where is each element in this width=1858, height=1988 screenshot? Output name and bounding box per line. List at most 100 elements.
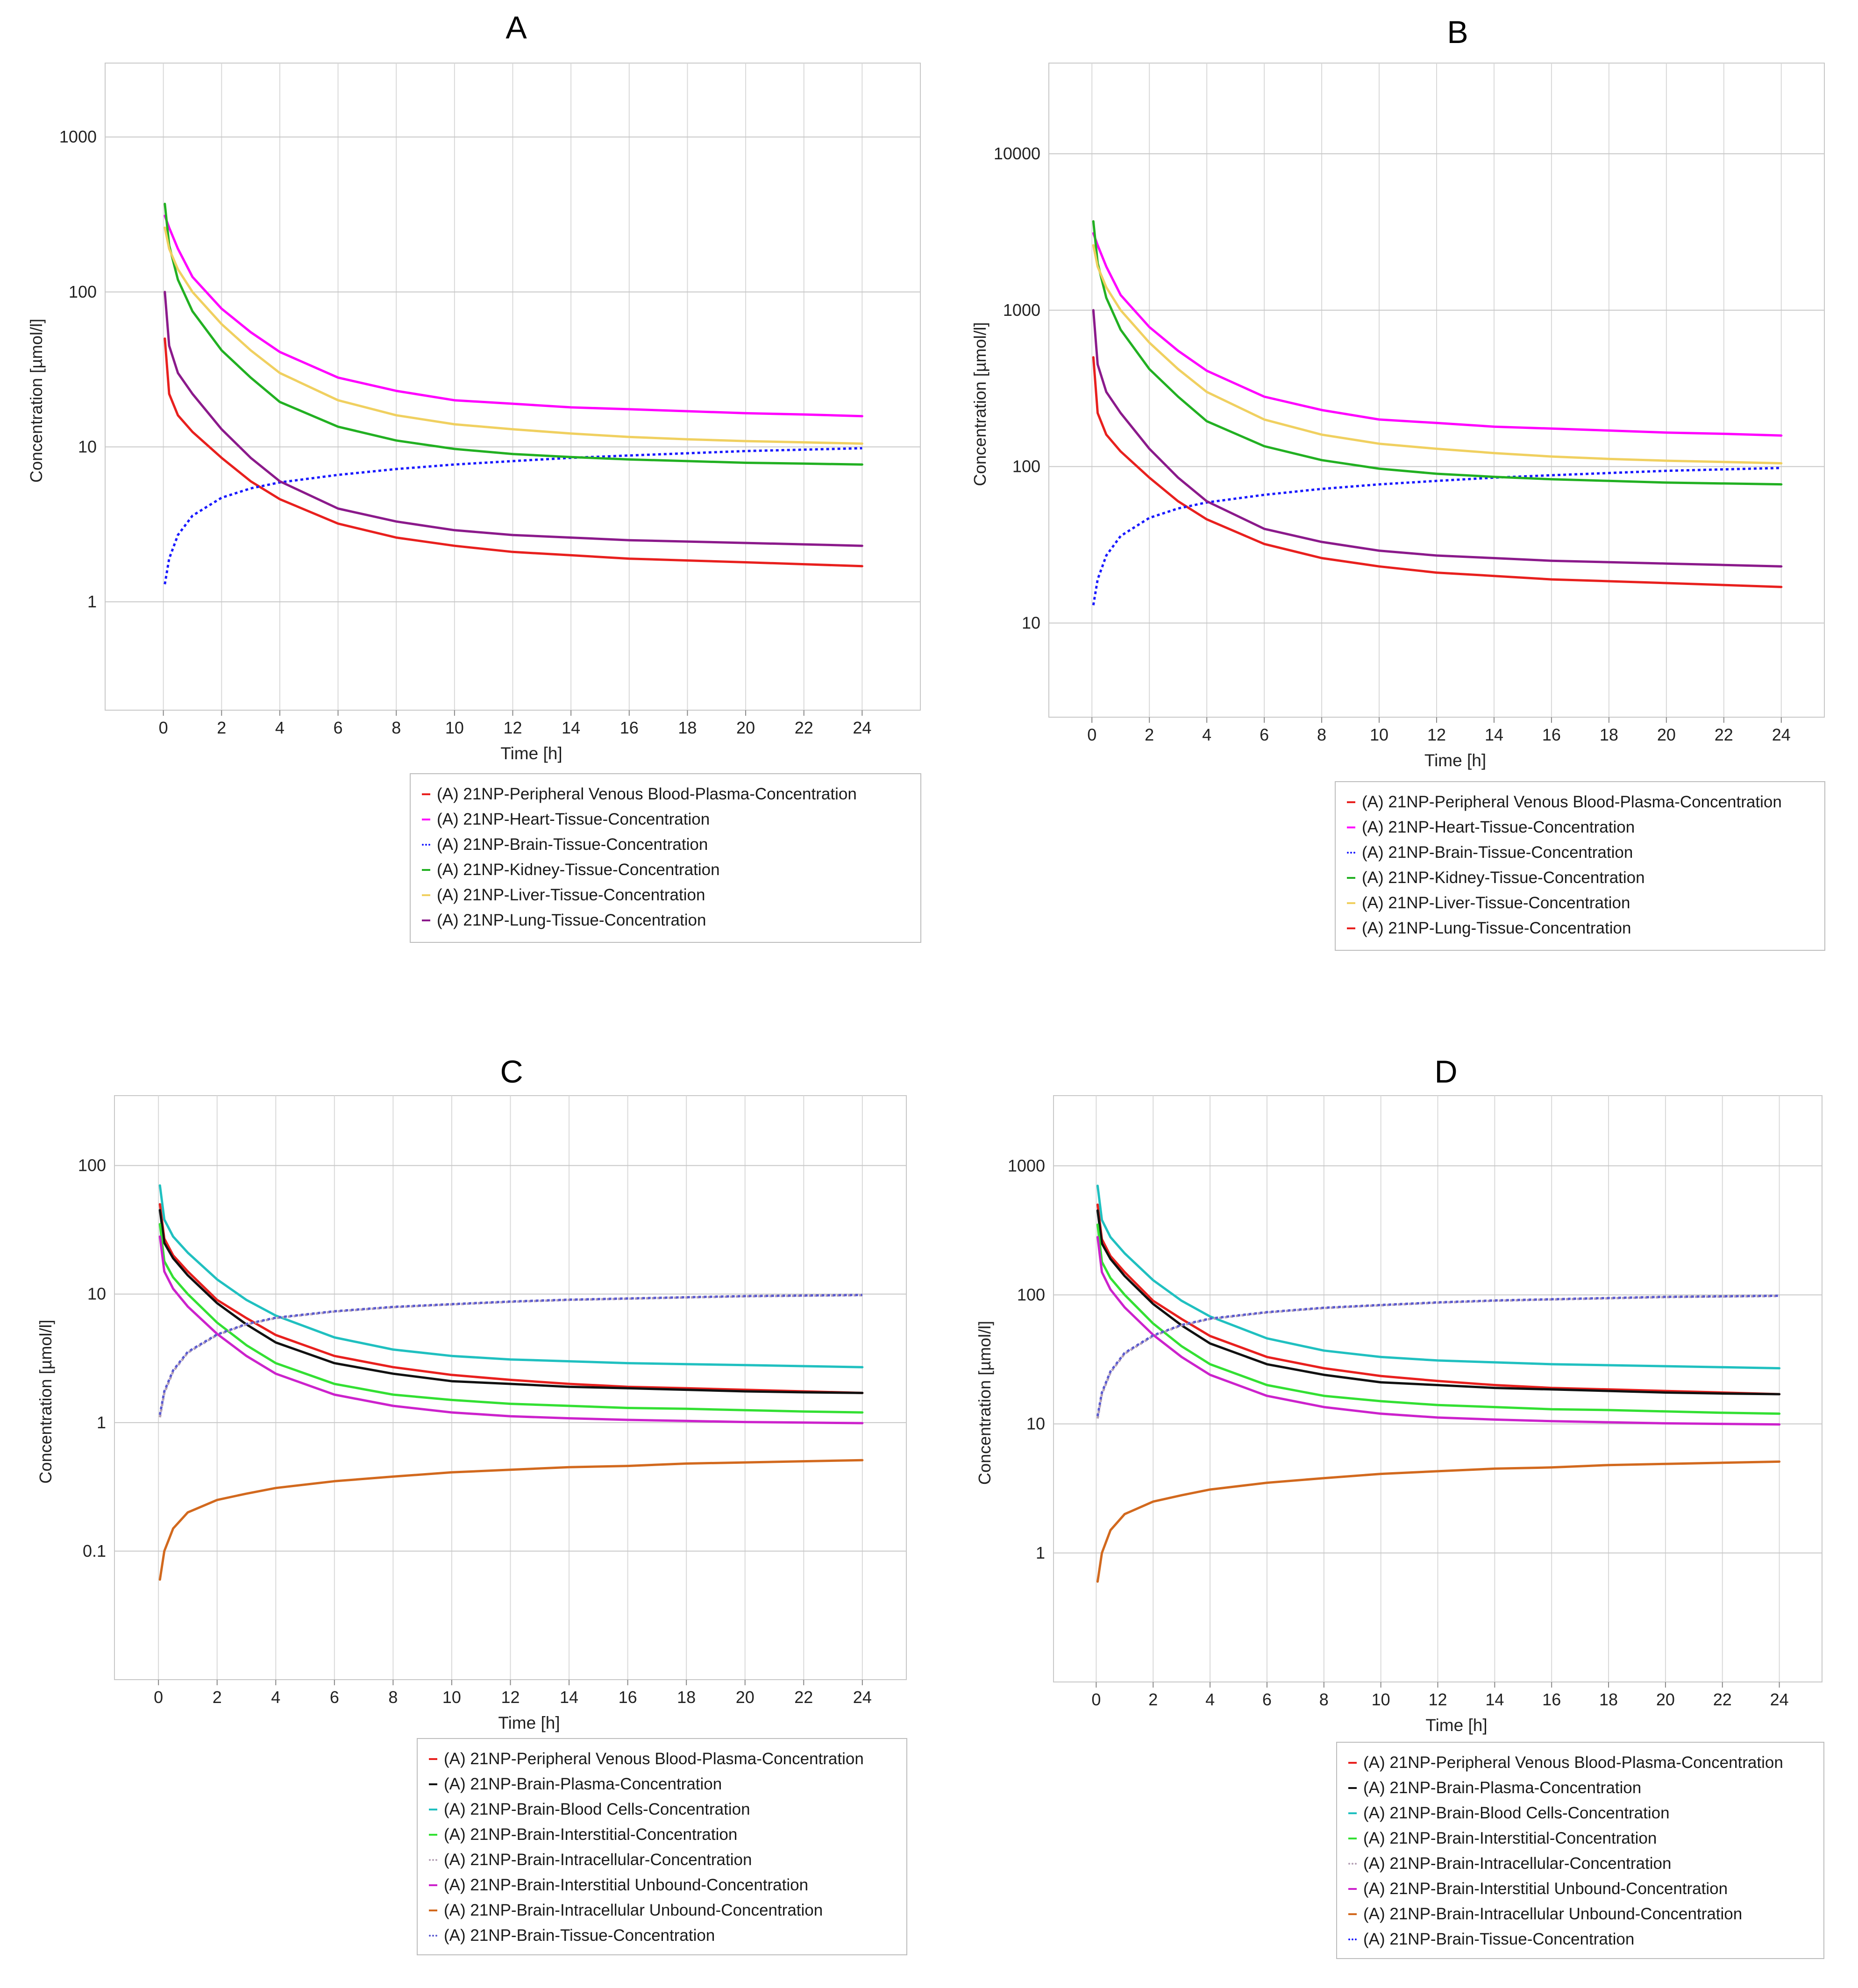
x-tick-label: 10 bbox=[445, 718, 464, 737]
legend-swatch bbox=[1348, 1863, 1357, 1865]
x-tick-label: 24 bbox=[1772, 725, 1791, 744]
y-tick-label: 0.1 bbox=[83, 1541, 106, 1560]
x-tick-label: 8 bbox=[388, 1688, 398, 1707]
legend-label: (A) 21NP-Liver-Tissue-Concentration bbox=[437, 886, 705, 904]
series-line-3 bbox=[158, 1184, 864, 1368]
x-tick-label: 20 bbox=[736, 1688, 755, 1707]
series-line-8 bbox=[158, 1294, 862, 1415]
legend-swatch bbox=[1348, 1812, 1357, 1814]
legend-item: (A) 21NP-Peripheral Venous Blood-Plasma-… bbox=[1347, 790, 1813, 815]
series-line-2 bbox=[1092, 232, 1783, 437]
legend-label: (A) 21NP-Brain-Intracellular Unbound-Con… bbox=[444, 1901, 823, 1919]
legend-label: (A) 21NP-Brain-Plasma-Concentration bbox=[444, 1775, 722, 1793]
x-tick-label: 24 bbox=[1770, 1690, 1789, 1709]
panel-label-d: D bbox=[1434, 1054, 1458, 1090]
series-line-4 bbox=[1092, 220, 1783, 486]
legend-item: (A) 21NP-Peripheral Venous Blood-Plasma-… bbox=[429, 1746, 895, 1772]
legend-label: (A) 21NP-Brain-Intracellular Unbound-Con… bbox=[1363, 1905, 1743, 1923]
legend-item: (A) 21NP-Brain-Interstitial-Concentratio… bbox=[429, 1822, 895, 1847]
legend-label: (A) 21NP-Peripheral Venous Blood-Plasma-… bbox=[1362, 793, 1782, 811]
y-tick-label: 1000 bbox=[59, 127, 97, 146]
y-axis-label: Concentration [µmol/l] bbox=[27, 319, 46, 483]
legend-label: (A) 21NP-Liver-Tissue-Concentration bbox=[1362, 894, 1630, 912]
legend-item: (A) 21NP-Brain-Tissue-Concentration bbox=[429, 1923, 895, 1948]
x-tick-label: 0 bbox=[159, 718, 168, 737]
legend-swatch bbox=[429, 1758, 437, 1760]
series-line-1 bbox=[1096, 1203, 1781, 1396]
x-tick-label: 0 bbox=[1087, 725, 1096, 744]
x-tick-label: 10 bbox=[1370, 725, 1388, 744]
legend-label: (A) 21NP-Peripheral Venous Blood-Plasma-… bbox=[1363, 1753, 1783, 1772]
x-tick-label: 6 bbox=[1262, 1690, 1272, 1709]
legend-item: (A) 21NP-Liver-Tissue-Concentration bbox=[422, 883, 909, 908]
legend-c: (A) 21NP-Peripheral Venous Blood-Plasma-… bbox=[417, 1738, 907, 1955]
series-line-1 bbox=[1092, 356, 1783, 588]
legend-swatch bbox=[1348, 1938, 1357, 1940]
legend-label: (A) 21NP-Kidney-Tissue-Concentration bbox=[1362, 869, 1645, 887]
y-tick-label: 1 bbox=[87, 592, 97, 611]
legend-item: (A) 21NP-Brain-Plasma-Concentration bbox=[429, 1772, 895, 1797]
legend-b: (A) 21NP-Peripheral Venous Blood-Plasma-… bbox=[1335, 781, 1825, 951]
x-tick-label: 4 bbox=[275, 718, 285, 737]
x-tick-label: 6 bbox=[1260, 725, 1269, 744]
legend-label: (A) 21NP-Kidney-Tissue-Concentration bbox=[437, 861, 720, 879]
series-line-5 bbox=[1096, 1295, 1780, 1419]
panel-label-c: C bbox=[500, 1054, 523, 1090]
y-axis-label: Concentration [µmol/l] bbox=[975, 1321, 994, 1485]
x-tick-label: 22 bbox=[1713, 1690, 1732, 1709]
series-line-3 bbox=[1096, 1184, 1781, 1369]
x-tick-label: 0 bbox=[154, 1688, 163, 1707]
legend-item: (A) 21NP-Brain-Blood Cells-Concentration bbox=[1348, 1801, 1812, 1826]
legend-label: (A) 21NP-Peripheral Venous Blood-Plasma-… bbox=[437, 785, 857, 803]
legend-label: (A) 21NP-Brain-Tissue-Concentration bbox=[1363, 1930, 1635, 1948]
x-tick-label: 24 bbox=[853, 718, 871, 737]
legend-swatch bbox=[429, 1935, 437, 1937]
x-tick-label: 2 bbox=[217, 718, 226, 737]
legend-item: (A) 21NP-Brain-Interstitial Unbound-Conc… bbox=[1348, 1876, 1812, 1902]
series-line-6 bbox=[164, 291, 863, 547]
legend-label: (A) 21NP-Brain-Intracellular-Concentrati… bbox=[1363, 1854, 1672, 1873]
series-line-6 bbox=[1096, 1236, 1781, 1426]
x-tick-label: 8 bbox=[1319, 1690, 1329, 1709]
y-tick-label: 10 bbox=[1022, 613, 1040, 632]
legend-swatch bbox=[422, 819, 430, 820]
legend-item: (A) 21NP-Peripheral Venous Blood-Plasma-… bbox=[1348, 1750, 1812, 1775]
legend-swatch bbox=[1348, 1838, 1357, 1839]
x-tick-label: 16 bbox=[1542, 1690, 1561, 1709]
legend-label: (A) 21NP-Brain-Tissue-Concentration bbox=[1362, 843, 1633, 862]
legend-swatch bbox=[1347, 852, 1355, 854]
x-tick-label: 8 bbox=[1317, 725, 1326, 744]
x-tick-label: 20 bbox=[1656, 1690, 1675, 1709]
x-tick-label: 4 bbox=[271, 1688, 280, 1707]
legend-label: (A) 21NP-Heart-Tissue-Concentration bbox=[437, 810, 710, 828]
y-tick-label: 100 bbox=[1017, 1285, 1045, 1304]
legend-swatch bbox=[429, 1783, 437, 1785]
y-tick-label: 10000 bbox=[994, 144, 1040, 163]
legend-item: (A) 21NP-Peripheral Venous Blood-Plasma-… bbox=[422, 782, 909, 807]
legend-item: (A) 21NP-Brain-Intracellular Unbound-Con… bbox=[429, 1898, 895, 1923]
x-tick-label: 12 bbox=[501, 1688, 520, 1707]
x-tick-label: 4 bbox=[1205, 1690, 1215, 1709]
y-tick-label: 1000 bbox=[1008, 1156, 1045, 1175]
legend-swatch bbox=[422, 919, 430, 921]
series-line-4 bbox=[1096, 1223, 1781, 1415]
legend-item: (A) 21NP-Brain-Interstitial Unbound-Conc… bbox=[429, 1873, 895, 1898]
x-tick-label: 22 bbox=[795, 718, 813, 737]
series-line-3 bbox=[164, 447, 862, 584]
legend-label: (A) 21NP-Lung-Tissue-Concentration bbox=[1362, 919, 1631, 937]
x-tick-label: 20 bbox=[1657, 725, 1676, 744]
legend-swatch bbox=[1348, 1888, 1357, 1890]
legend-item: (A) 21NP-Heart-Tissue-Concentration bbox=[422, 807, 909, 832]
x-tick-label: 8 bbox=[392, 718, 401, 737]
x-tick-label: 14 bbox=[562, 718, 580, 737]
x-tick-label: 24 bbox=[853, 1688, 872, 1707]
legend-swatch bbox=[429, 1910, 437, 1911]
y-tick-label: 10 bbox=[1026, 1414, 1045, 1433]
legend-swatch bbox=[1348, 1787, 1357, 1789]
legend-item: (A) 21NP-Brain-Tissue-Concentration bbox=[1348, 1927, 1812, 1952]
y-tick-label: 1000 bbox=[1003, 300, 1040, 320]
legend-label: (A) 21NP-Brain-Blood Cells-Concentration bbox=[1363, 1804, 1670, 1822]
legend-item: (A) 21NP-Heart-Tissue-Concentration bbox=[1347, 815, 1813, 840]
series-line-5 bbox=[1092, 244, 1783, 465]
